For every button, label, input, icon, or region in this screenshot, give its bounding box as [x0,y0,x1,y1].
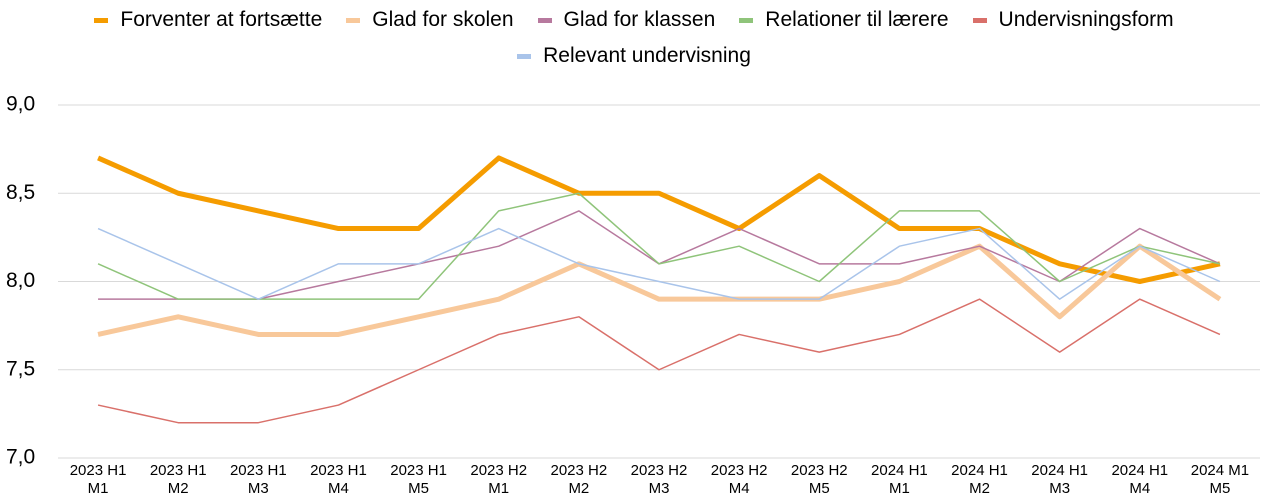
legend-label: Undervisningsform [998,8,1174,31]
x-tick-label: 2023 H2 M1 [470,462,528,497]
legend-label: Glad for klassen [563,8,716,31]
series-line [97,243,1222,337]
y-tick-label: 8,5 [6,181,35,204]
x-tick-label: 2024 H1 M4 [1111,462,1169,497]
series-line [97,227,1221,300]
legend-label: Relationer til lærere [765,8,949,31]
x-tick-label: 2023 H2 M3 [630,462,688,497]
legend-item: Relevant undervisning [517,44,751,68]
x-tick-label: 2023 H1 M5 [390,462,447,497]
legend-item: Glad for skolen [346,8,514,32]
x-tick-label: 2024 H1 M3 [1031,462,1089,497]
legend-item: Undervisningsform [972,8,1174,32]
series-line [97,298,1221,424]
legend-label: Relevant undervisning [543,44,751,67]
legend-label: Glad for skolen [372,8,514,31]
series-line [98,210,1221,300]
legend-item: Forventer at fortsætte [94,8,322,32]
legend: Forventer at fortsætte Glad for skolen Gla… [24,8,1244,68]
legend-swatch [346,17,361,23]
legend-swatch [517,53,532,59]
x-tick-label: 2024 H1 M1 [871,462,928,497]
legend-label: Forventer at fortsætte [120,8,323,31]
y-tick-label: 9,0 [6,93,35,116]
legend-swatch [94,17,109,23]
legend-swatch [537,17,552,23]
x-tick-label: 2023 H1 M1 [69,462,127,497]
legend-item: Glad for klassen [537,8,716,32]
legend-swatch [739,17,754,23]
x-tick-label: 2023 H2 M4 [710,462,768,497]
x-tick-label: 2023 H1 M4 [310,462,367,497]
y-tick-label: 7,5 [6,357,35,380]
y-tick-label: 8,0 [6,269,35,292]
x-tick-label: 2023 H1 M3 [229,462,287,497]
x-tick-label: 2023 H2 M5 [790,462,848,497]
series-line [97,192,1221,300]
legend-item: Relationer til lærere [739,8,949,32]
y-tick-label: 7,0 [6,446,35,469]
legend-swatch [972,17,987,23]
series-line [97,155,1221,284]
x-tick-label: 2024 H1 M2 [951,462,1008,497]
x-tick-label: 2024 M1 M5 [1190,462,1250,497]
x-tick-label: 2023 H1 M2 [149,462,207,497]
x-tick-label: 2023 H2 M2 [550,462,608,497]
